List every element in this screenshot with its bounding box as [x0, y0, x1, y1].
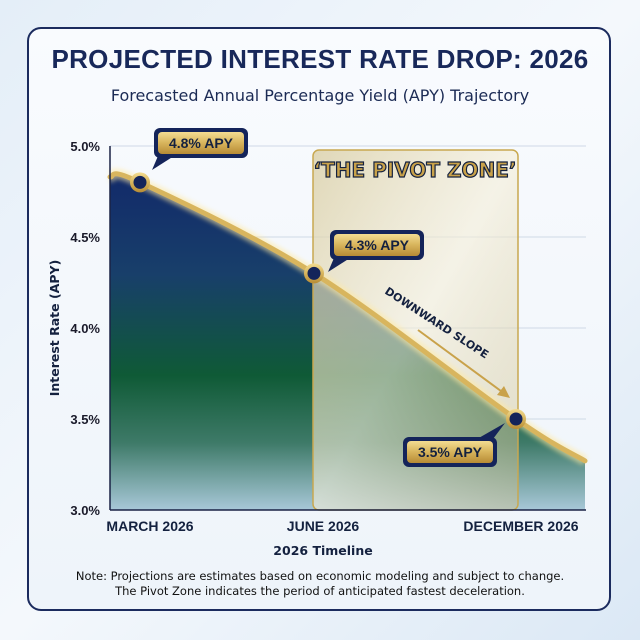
- callout-pointer: [477, 423, 505, 439]
- x-tick-label: DECEMBER 2026: [463, 518, 578, 534]
- y-tick-label: 4.5%: [70, 230, 100, 245]
- data-label: 3.5% APY: [418, 444, 483, 460]
- y-tick-label: 4.0%: [70, 321, 100, 336]
- chart-subtitle: Forecasted Annual Percentage Yield (APY)…: [110, 86, 530, 105]
- data-label: 4.8% APY: [169, 135, 234, 151]
- slope-arrowhead-icon: [497, 386, 510, 398]
- data-label: 4.3% APY: [345, 237, 410, 253]
- y-tick-label: 3.5%: [70, 412, 100, 427]
- y-tick-label: 5.0%: [70, 139, 100, 154]
- footnote: Note: Projections are estimates based on…: [0, 569, 640, 599]
- x-tick-label: JUNE 2026: [287, 518, 360, 534]
- pivot-zone-label: ‘THE PIVOT ZONE’: [314, 158, 517, 182]
- x-axis-label: 2026 Timeline: [273, 543, 372, 558]
- x-tick-label: MARCH 2026: [106, 518, 193, 534]
- slope-arrow: [417, 329, 506, 395]
- footnote-line-2: The Pivot Zone indicates the period of a…: [115, 584, 525, 598]
- footnote-line-1: Note: Projections are estimates based on…: [75, 569, 565, 583]
- data-point: [307, 266, 321, 280]
- callout-inner: [407, 441, 493, 463]
- y-axis-label: Interest Rate (APY): [47, 260, 62, 397]
- callout-pointer: [328, 258, 350, 272]
- data-point: [509, 412, 523, 426]
- callout-inner: [158, 132, 244, 154]
- data-point: [133, 175, 147, 189]
- y-tick-label: 3.0%: [70, 503, 100, 518]
- chart-title: PROJECTED INTEREST RATE DROP: 2026: [51, 44, 589, 74]
- callout-inner: [334, 234, 420, 256]
- callout-pointer: [152, 156, 174, 170]
